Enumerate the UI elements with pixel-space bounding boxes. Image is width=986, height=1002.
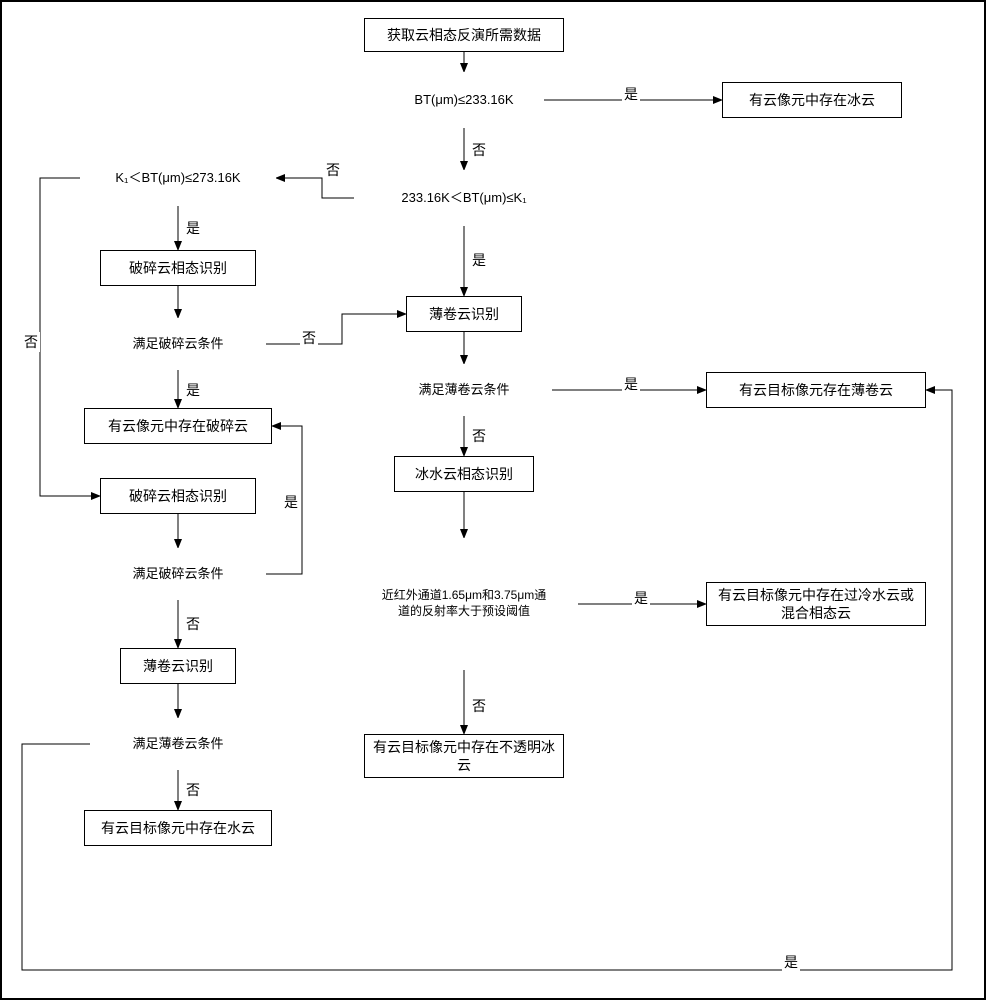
edge-label-yes: 是 (622, 84, 640, 104)
node-label: 有云目标像元中存在水云 (101, 819, 255, 837)
node-thin-exist: 有云目标像元存在薄卷云 (706, 372, 926, 408)
edge-label-no: 否 (184, 780, 202, 800)
diamond-thin-left: 满足薄卷云条件 (90, 718, 266, 770)
node-broken-id-2: 破碎云相态识别 (100, 478, 256, 514)
edge-label-no: 否 (184, 614, 202, 634)
node-ice-exist: 有云像元中存在冰云 (722, 82, 902, 118)
edge-label-no: 否 (470, 426, 488, 446)
diamond-nir: 近红外通道1.65μm和3.75μm通道的反射率大于预设阈值 (350, 538, 578, 670)
diamond-label: 满足破碎云条件 (132, 336, 223, 353)
node-broken-id-1: 破碎云相态识别 (100, 250, 256, 286)
node-label: 有云像元中存在破碎云 (108, 417, 248, 435)
edge-label-yes: 是 (632, 588, 650, 608)
diamond-broken-1: 满足破碎云条件 (90, 318, 266, 370)
node-supercool-exist: 有云目标像元中存在过冷水云或混合相态云 (706, 582, 926, 626)
node-label: 有云目标像元中存在不透明冰云 (373, 738, 555, 774)
node-thin-id: 薄卷云识别 (406, 296, 522, 332)
edge-label-no: 否 (470, 140, 488, 160)
edge-label-no: 否 (22, 332, 40, 352)
edge-label-no: 否 (300, 328, 318, 348)
edge-label-no: 否 (324, 160, 342, 180)
node-label: 有云像元中存在冰云 (749, 91, 875, 109)
edge-label-yes: 是 (282, 492, 300, 512)
diamond-k1-273: K₁＜BT(μm)≤273.16K (80, 150, 276, 206)
node-label: 获取云相态反演所需数据 (387, 26, 541, 44)
diamond-label: BT(μm)≤233.16K (414, 92, 513, 109)
node-start: 获取云相态反演所需数据 (364, 18, 564, 52)
diamond-thin: 满足薄卷云条件 (376, 364, 552, 416)
diamond-label: 满足薄卷云条件 (132, 736, 223, 753)
node-broken-exist: 有云像元中存在破碎云 (84, 408, 272, 444)
edge-label-yes: 是 (622, 374, 640, 394)
node-label: 有云目标像元存在薄卷云 (739, 381, 893, 399)
node-label: 有云目标像元中存在过冷水云或混合相态云 (715, 586, 917, 622)
node-label: 破碎云相态识别 (129, 487, 227, 505)
edge-label-yes: 是 (782, 952, 800, 972)
node-opaque-ice: 有云目标像元中存在不透明冰云 (364, 734, 564, 778)
diamond-bt233: BT(μm)≤233.16K (384, 72, 544, 128)
diamond-label: 近红外通道1.65μm和3.75μm通道的反射率大于预设阈值 (380, 588, 548, 619)
edge-label-yes: 是 (184, 380, 202, 400)
node-label: 冰水云相态识别 (415, 465, 513, 483)
edge-label-yes: 是 (184, 218, 202, 238)
diamond-label: K₁＜BT(μm)≤273.16K (115, 170, 240, 187)
edge-label-yes: 是 (470, 250, 488, 270)
node-water-exist: 有云目标像元中存在水云 (84, 810, 272, 846)
node-label: 破碎云相态识别 (129, 259, 227, 277)
diamond-label: 满足破碎云条件 (132, 566, 223, 583)
diamond-bt233k1: 233.16K＜BT(μm)≤K₁ (354, 170, 574, 226)
node-label: 薄卷云识别 (143, 657, 213, 675)
node-thin-id-left: 薄卷云识别 (120, 648, 236, 684)
node-label: 薄卷云识别 (429, 305, 499, 323)
node-icewater-id: 冰水云相态识别 (394, 456, 534, 492)
diamond-label: 233.16K＜BT(μm)≤K₁ (401, 190, 526, 207)
diamond-label: 满足薄卷云条件 (418, 382, 509, 399)
diamond-broken-2: 满足破碎云条件 (90, 548, 266, 600)
edge-label-no: 否 (470, 696, 488, 716)
